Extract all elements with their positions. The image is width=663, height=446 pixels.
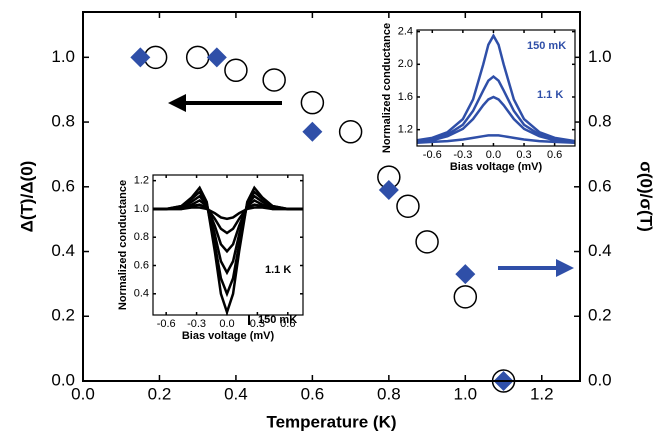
y2-tick-label: 0.6 — [588, 176, 612, 195]
y2-tick-label: 1.0 — [588, 47, 612, 66]
frame — [152, 174, 304, 316]
curve — [153, 190, 303, 298]
x-tick-label: -0.6 — [423, 149, 442, 161]
y-tick-label: 0.2 — [51, 306, 75, 325]
curve — [416, 74, 576, 144]
x-tick-label: 0.4 — [224, 384, 248, 403]
diamond-point — [455, 264, 476, 285]
frame — [82, 11, 581, 382]
x-tick-label: 0.6 — [280, 318, 295, 330]
y-tick-label: 0.4 — [51, 241, 75, 260]
y2-tick-label: 0.4 — [588, 241, 612, 260]
diamond-point — [206, 47, 227, 68]
curve — [153, 198, 303, 254]
diamond-point — [378, 180, 399, 201]
y-tick-label: 1.0 — [51, 47, 75, 66]
y-tick-label: 2.4 — [398, 26, 413, 38]
x-axis-title: Bias voltage (mV) — [182, 330, 275, 342]
x-tick-label: -0.3 — [187, 318, 206, 330]
circle-point — [300, 90, 325, 115]
inset-panel: -0.6 -0.3 0.0 0.3 0.6 0.4 0.6 0.8 1.0 1.2 Bias vol… — [117, 174, 304, 342]
curve — [153, 194, 303, 276]
y-tick-label: 0.4 — [134, 288, 149, 300]
y-tick-label: 1.2 — [398, 124, 413, 136]
circle-point — [338, 120, 363, 144]
x-tick-label: 0.6 — [301, 384, 325, 403]
y-axis-title: Δ(T)/Δ(0) — [17, 161, 36, 233]
x-tick-label: 0.0 — [486, 149, 501, 161]
annotation: 1.1 K — [537, 89, 563, 101]
annotation: 1.1 K — [265, 264, 291, 276]
circle-point — [262, 68, 286, 92]
inset-background — [417, 30, 575, 146]
annotation: 150 mK — [527, 40, 566, 52]
y-tick-label: 0.0 — [51, 370, 75, 389]
y-tick-label: 0.8 — [51, 112, 75, 131]
y-tick-label: 1.6 — [398, 91, 413, 103]
y-tick-label: 0.8 — [134, 231, 149, 243]
circle-point — [224, 58, 248, 83]
arrow-head — [168, 94, 186, 112]
y-axis-title: Normalized conductance — [381, 23, 393, 153]
circle-point — [185, 45, 210, 70]
y2-tick-label: 0.8 — [588, 112, 612, 131]
y2-tick-label: 0.0 — [588, 370, 612, 389]
y-tick-label: 0.6 — [134, 259, 149, 271]
x-tick-label: 1.2 — [530, 384, 554, 403]
main-panel: 0.0 0.2 0.4 0.6 0.8 1.0 1.2 0.0 0.2 0.4 0.6 0.8 1.0 0… — [17, 11, 656, 431]
curve — [153, 206, 303, 221]
y-tick-label: 2.0 — [398, 58, 413, 70]
x-tick-label: 0.0 — [219, 318, 234, 330]
curve — [416, 95, 576, 144]
frame — [416, 29, 576, 147]
inset-panel: -0.6 -0.3 0.0 0.3 0.6 1.2 1.6 2.0 2.4 Bias voltag… — [381, 23, 576, 173]
x-tick-label: 1.0 — [453, 384, 477, 403]
annotation: 150 mK — [258, 314, 297, 326]
arrow-head — [556, 259, 574, 277]
x-axis-title: Bias voltage (mV) — [450, 161, 543, 173]
y-tick-label: 1.0 — [134, 203, 149, 215]
y2-axis-title: σ(0)/σ(T) — [637, 161, 656, 231]
diamond-point — [302, 121, 323, 142]
x-axis-title: Temperature (K) — [266, 412, 396, 431]
y2-tick-label: 0.2 — [588, 306, 612, 325]
x-tick-label: -0.6 — [157, 318, 176, 330]
curve — [416, 33, 576, 143]
x-tick-label: 0.6 — [547, 149, 562, 161]
y-tick-label: 0.6 — [51, 176, 75, 195]
y-tick-label: 1.2 — [134, 175, 149, 187]
diamond-point — [130, 47, 151, 68]
x-tick-label: 0.3 — [516, 149, 531, 161]
y-axis-title: Normalized conductance — [117, 180, 129, 310]
x-tick-label: 0.8 — [377, 384, 401, 403]
x-tick-label: 0.3 — [250, 318, 265, 330]
x-tick-label: -0.3 — [453, 149, 472, 161]
circle-point — [453, 285, 478, 309]
curve — [416, 134, 576, 144]
x-tick-label: 0.0 — [71, 384, 95, 403]
x-tick-label: 0.2 — [148, 384, 172, 403]
circle-point — [415, 230, 439, 254]
circle-point — [396, 194, 420, 218]
